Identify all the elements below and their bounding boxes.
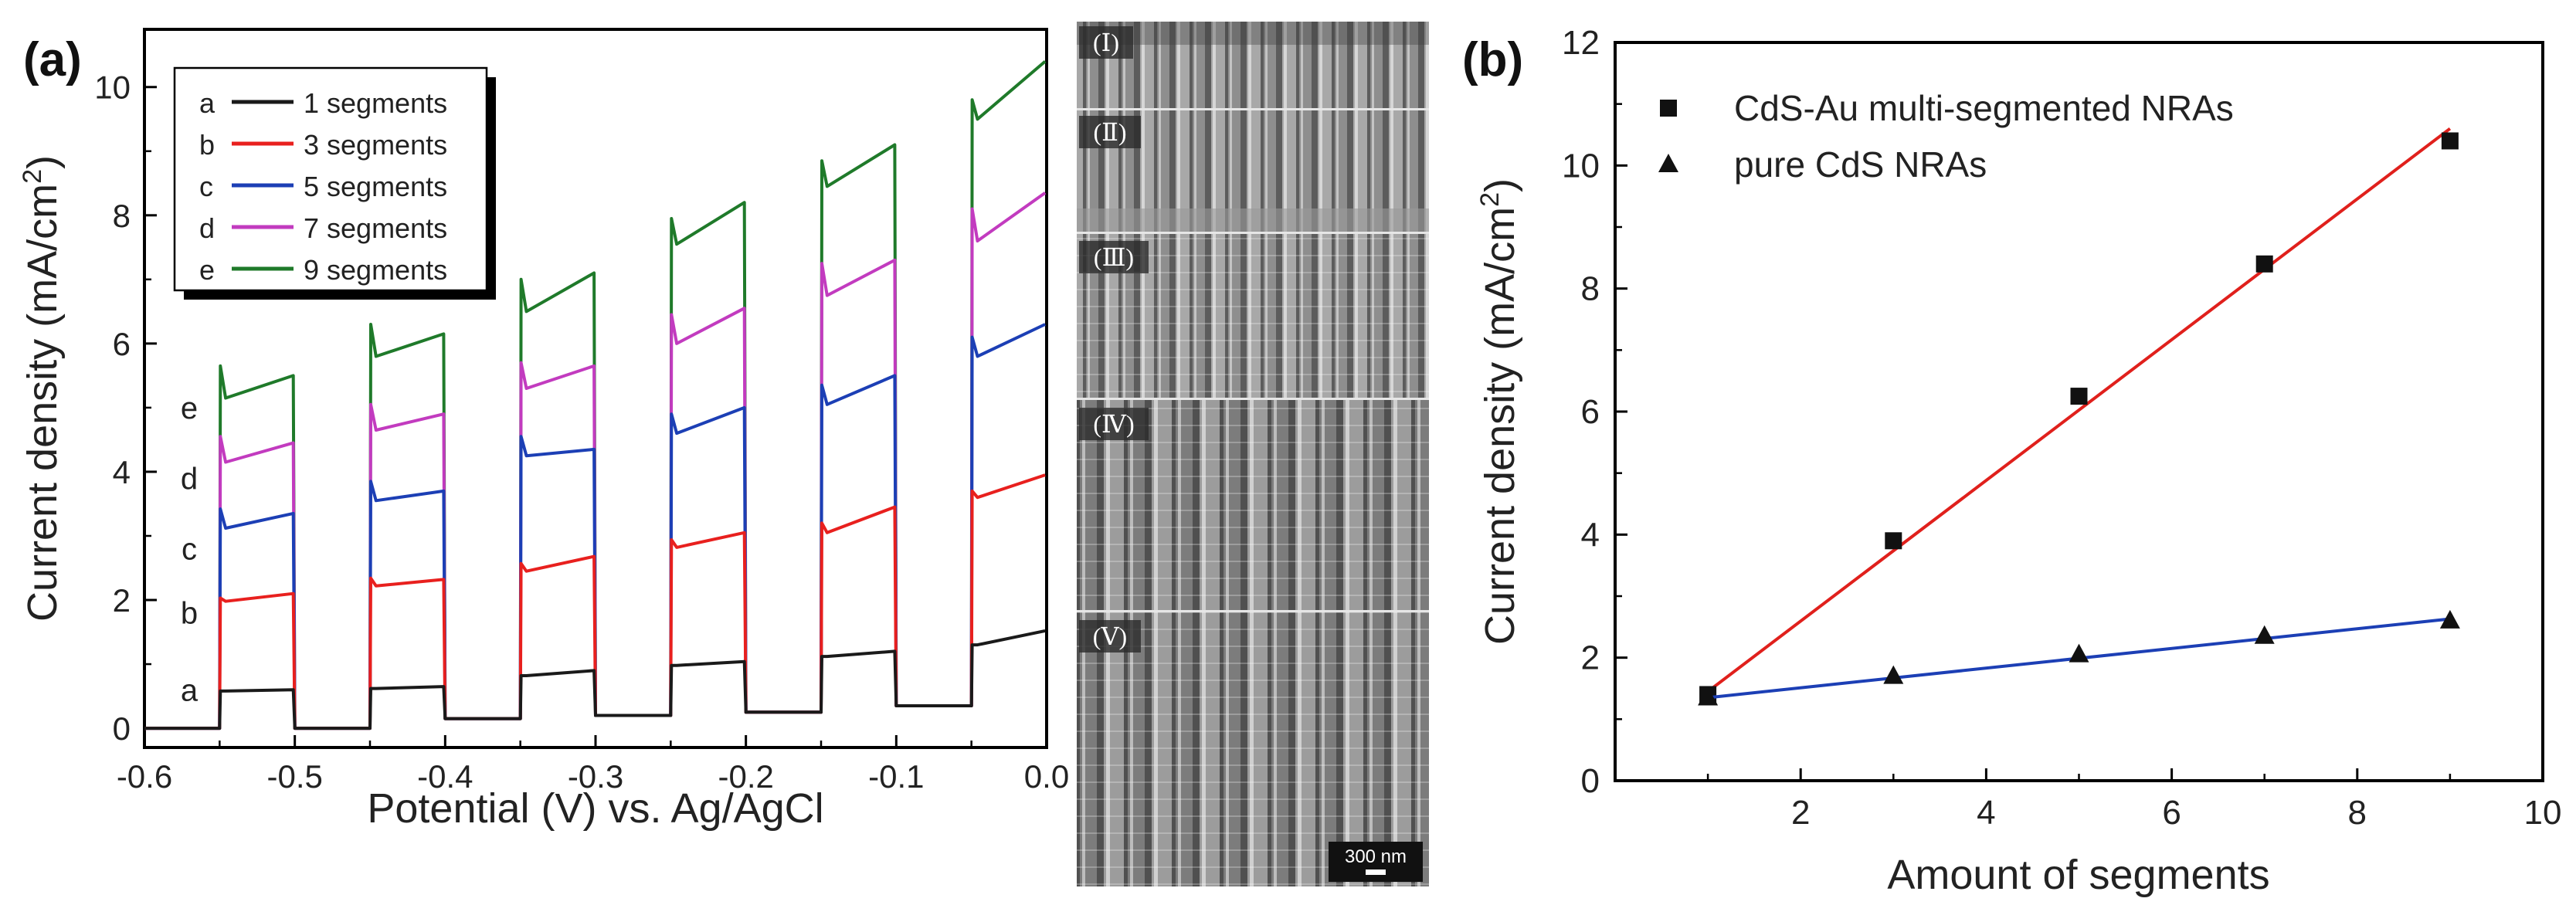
data-point-triangle bbox=[2069, 643, 2089, 663]
panel-b-chart: (b) 2 4 6 8 10 0 2 4 6 8 10 12 CdS-Au multi-segment… bbox=[1462, 24, 2561, 898]
y-tick-label: 8 bbox=[113, 198, 131, 234]
legend-label-e: 9 segments bbox=[304, 254, 447, 286]
legend-box bbox=[173, 66, 488, 292]
curve-label-a: a bbox=[181, 673, 199, 707]
sem-labels: (Ⅰ) (Ⅱ) (Ⅲ) (Ⅳ) (Ⅴ) bbox=[1079, 26, 1149, 653]
legend-label-0: CdS-Au multi-segmented NRAs bbox=[1734, 88, 2234, 128]
legend-label-c: 5 segments bbox=[304, 171, 447, 202]
panel-a-y-axis-label: Current density (mA/cm2) bbox=[18, 155, 66, 622]
sem-label-3: (Ⅲ) bbox=[1094, 243, 1134, 271]
legend-letter-c: c bbox=[199, 171, 213, 202]
data-point-square bbox=[2255, 255, 2273, 273]
fit-line-0 bbox=[1706, 127, 2452, 693]
data-point-triangle bbox=[1883, 665, 1904, 684]
curve-label-c: c bbox=[182, 533, 197, 567]
panel-a-ticks: -0.6 -0.5 -0.4 -0.3 -0.2 -0.1 0.0 0 2 4 6 8 10 bbox=[94, 69, 1069, 795]
x-tick-label: 4 bbox=[1977, 794, 1995, 832]
panel-a-curve-labels: e d cb a bbox=[181, 392, 199, 707]
y-tick-label: 4 bbox=[113, 454, 131, 490]
x-tick-label: -0.2 bbox=[718, 758, 773, 795]
x-tick-label: -0.6 bbox=[117, 758, 172, 795]
legend-letter-a: a bbox=[199, 87, 216, 119]
data-point-triangle bbox=[2254, 625, 2275, 644]
x-tick-label: -0.5 bbox=[266, 758, 322, 795]
y-tick-label: 4 bbox=[1581, 516, 1600, 554]
curve-label-b: b bbox=[181, 597, 198, 631]
y-tick-label: 2 bbox=[1581, 639, 1600, 677]
data-point-square bbox=[1885, 532, 1902, 550]
x-tick-label: -0.3 bbox=[568, 758, 623, 795]
y-tick-label: 8 bbox=[1581, 270, 1600, 308]
legend-letter-e: e bbox=[199, 254, 215, 286]
sem-label-4: (Ⅳ) bbox=[1093, 410, 1134, 438]
y-tick-label: 2 bbox=[113, 582, 131, 619]
panel-b-legend: CdS-Au multi-segmented NRAs pure CdS NRAs bbox=[1658, 88, 2234, 185]
y-tick-label: 10 bbox=[94, 69, 131, 106]
legend-label-b: 3 segments bbox=[304, 129, 447, 161]
curve-label-d: d bbox=[181, 462, 198, 496]
panel-b-ticks: 2 4 6 8 10 0 2 4 6 8 10 12 bbox=[1562, 24, 2561, 832]
y-tick-label: 6 bbox=[1581, 393, 1600, 431]
y-tick-label: 12 bbox=[1562, 24, 1600, 62]
y-tick-label: 6 bbox=[113, 326, 131, 362]
sem-label-1: (Ⅰ) bbox=[1093, 29, 1119, 56]
sem-scale-bar: 300 nm bbox=[1329, 842, 1423, 882]
panel-a-label: (a) bbox=[23, 33, 82, 86]
data-point-triangle bbox=[1698, 686, 1719, 706]
legend-label-d: 7 segments bbox=[304, 212, 447, 244]
panel-a-x-axis-label: Potential (V) vs. Ag/AgCl bbox=[367, 785, 823, 832]
x-tick-label: 2 bbox=[1791, 794, 1810, 832]
scale-bar-label: 300 nm bbox=[1345, 846, 1407, 867]
legend-letter-b: b bbox=[199, 129, 215, 161]
data-point-square bbox=[2441, 132, 2459, 150]
sem-image-stack: (Ⅰ) (Ⅱ) (Ⅲ) (Ⅳ) (Ⅴ) 300 nm bbox=[1077, 22, 1429, 886]
y-tick-label: 0 bbox=[1581, 762, 1600, 800]
legend-label-1: pure CdS NRAs bbox=[1734, 144, 1987, 185]
curve-label-e: e bbox=[181, 392, 198, 425]
x-tick-label: -0.4 bbox=[417, 758, 473, 795]
legend-marker-triangle bbox=[1658, 154, 1678, 172]
x-tick-label: 10 bbox=[2524, 794, 2562, 832]
sem-image-1 bbox=[1077, 22, 1429, 108]
y-tick-label: 0 bbox=[113, 710, 131, 747]
data-point-triangle bbox=[2439, 609, 2460, 629]
legend-label-a: 1 segments bbox=[304, 87, 447, 119]
x-tick-label: 8 bbox=[2348, 794, 2367, 832]
legend-marker-square bbox=[1660, 100, 1677, 117]
series-line-a bbox=[144, 629, 1046, 730]
sem-label-2: (Ⅱ) bbox=[1093, 118, 1126, 146]
y-tick-label: 10 bbox=[1562, 147, 1600, 185]
panel-b-series bbox=[1698, 127, 2460, 706]
panel-a-series bbox=[144, 59, 1047, 730]
legend-letter-d: d bbox=[199, 212, 215, 244]
sem-label-5: (Ⅴ) bbox=[1093, 622, 1127, 650]
panel-a-legend: a 1 segments b 3 segments c 5 segments d 7 segm… bbox=[173, 66, 496, 300]
panel-b-label: (b) bbox=[1462, 33, 1523, 86]
panel-a-chart: (a) -0.6 -0.5 -0.4 -0.3 -0.2 -0.1 0.0 0 2 4 6 8 10 e… bbox=[18, 28, 1069, 832]
data-point-square bbox=[2070, 388, 2088, 405]
x-tick-label: 0.0 bbox=[1024, 758, 1069, 795]
x-tick-label: 6 bbox=[2162, 794, 2181, 832]
panel-b-x-axis-label: Amount of segments bbox=[1887, 852, 2269, 898]
x-tick-label: -0.1 bbox=[868, 758, 924, 795]
panel-b-y-axis-label: Current density (mA/cm2) bbox=[1475, 178, 1523, 645]
